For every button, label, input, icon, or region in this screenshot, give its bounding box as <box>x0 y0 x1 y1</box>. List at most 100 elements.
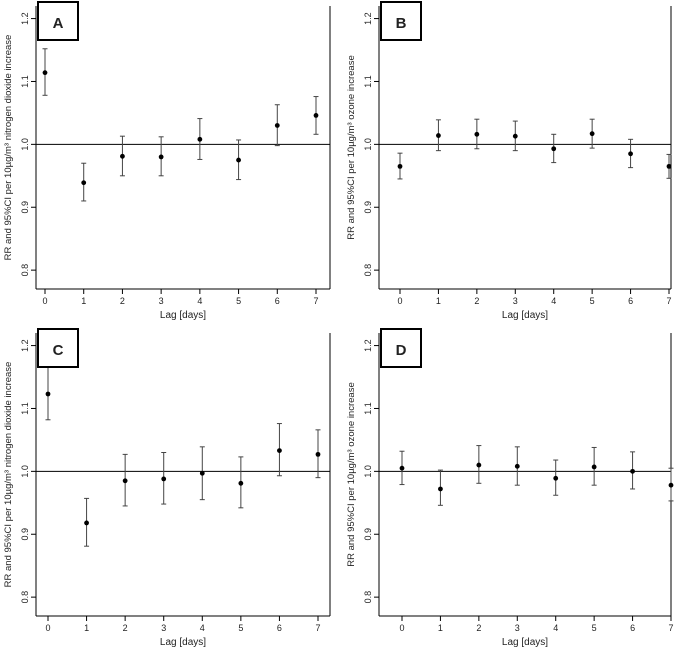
data-point <box>122 478 128 484</box>
data-point <box>591 464 597 470</box>
panel-d: 0.8 0.9 1.0 1.1 1.2 0 1 2 3 4 5 6 7 Lag [days] RR and … <box>343 327 685 654</box>
x-tick-label: 2 <box>476 623 481 633</box>
y-tick-label: 1.2 <box>363 12 373 25</box>
y-axis-title: RR and 95%CI per 10µg/m³ ozone increase <box>346 55 357 240</box>
y-tick-label: 0.8 <box>20 591 30 604</box>
x-tick-label: 3 <box>161 623 166 633</box>
x-tick-label: 3 <box>515 623 520 633</box>
chart-panel-c: 0.8 0.9 1.0 1.1 1.2 0 1 2 3 4 5 6 7 Lag [days] RR and … <box>3 328 331 648</box>
data-point <box>313 113 319 118</box>
y-tick-label: 0.9 <box>363 201 373 214</box>
x-tick-label: 2 <box>474 296 479 306</box>
data-point <box>161 476 167 482</box>
panel-c: 0.8 0.9 1.0 1.1 1.2 0 1 2 3 4 5 6 7 Lag [days] RR and … <box>0 327 343 654</box>
x-tick-label: 7 <box>315 623 320 633</box>
y-axis-title: RR and 95%CI per 10µg/m³ nitrogen dioxid… <box>3 362 14 588</box>
panel-label-box <box>380 1 422 41</box>
data-point <box>397 163 403 169</box>
data-point <box>199 470 205 476</box>
y-tick-label: 0.9 <box>20 528 30 541</box>
y-axis-title: RR and 95%CI per 10µg/m³ nitrogen dioxid… <box>3 35 14 261</box>
data-point <box>315 451 321 457</box>
y-tick-label: 1.1 <box>363 402 373 415</box>
y-tick-label: 1.0 <box>20 138 30 151</box>
panel-label-box <box>37 1 79 41</box>
y-tick-label: 1.2 <box>20 339 30 352</box>
x-tick-label: 4 <box>200 623 205 633</box>
data-point <box>84 520 89 526</box>
data-point <box>512 133 518 139</box>
x-tick-label: 7 <box>313 296 318 306</box>
x-tick-label: 5 <box>238 623 243 633</box>
y-tick-label: 0.8 <box>363 264 373 277</box>
panel-label-box <box>380 328 422 368</box>
x-axis-title: Lag [days] <box>160 637 206 648</box>
x-tick-label: 6 <box>277 623 282 633</box>
x-tick-label: 0 <box>42 296 47 306</box>
data-point <box>630 468 635 474</box>
x-tick-label: 2 <box>120 296 125 306</box>
y-tick-label: 1.1 <box>20 402 30 415</box>
x-tick-label: 4 <box>553 623 558 633</box>
data-point <box>120 153 125 159</box>
data-point <box>589 131 595 137</box>
x-tick-label: 0 <box>45 623 50 633</box>
x-tick-label: 6 <box>630 623 635 633</box>
data-point <box>474 131 480 137</box>
y-tick-label: 0.8 <box>363 591 373 604</box>
data-point <box>197 136 203 142</box>
y-tick-label: 0.9 <box>20 201 30 214</box>
data-point <box>158 154 164 160</box>
data-point <box>81 180 87 186</box>
panel-label: A <box>53 15 64 32</box>
x-axis-title: Lag [days] <box>160 310 206 321</box>
chart-panel-b: 0.8 0.9 1.0 1.1 1.2 0 1 2 3 4 5 6 7 Lag [days] RR and … <box>346 1 672 321</box>
x-tick-label: 4 <box>551 296 556 306</box>
data-point <box>274 123 280 128</box>
y-tick-label: 1.1 <box>363 75 373 88</box>
panel-a: 0.8 0.9 1.0 1.1 1.2 0 1 2 3 4 5 6 7 Lag [days] RR and … <box>0 0 343 327</box>
x-tick-label: 1 <box>84 623 89 633</box>
x-tick-label: 1 <box>81 296 86 306</box>
data-point <box>236 157 241 163</box>
y-tick-label: 1.0 <box>363 138 373 151</box>
data-point <box>628 151 633 157</box>
panel-label: C <box>53 342 64 359</box>
x-axis-title: Lag [days] <box>502 637 548 648</box>
data-point <box>666 163 672 169</box>
data-point <box>438 486 443 492</box>
data-point <box>668 482 674 488</box>
x-tick-label: 2 <box>123 623 128 633</box>
y-tick-label: 1.2 <box>20 12 30 25</box>
y-tick-label: 0.9 <box>363 528 373 541</box>
data-point <box>514 463 520 469</box>
x-tick-label: 4 <box>197 296 202 306</box>
data-point <box>551 146 557 152</box>
panel-b: 0.8 0.9 1.0 1.1 1.2 0 1 2 3 4 5 6 7 Lag [days] RR and … <box>343 0 685 327</box>
y-tick-label: 0.8 <box>20 264 30 277</box>
data-point <box>553 475 559 481</box>
x-tick-label: 1 <box>436 296 441 306</box>
x-tick-label: 6 <box>628 296 633 306</box>
x-tick-label: 0 <box>397 296 402 306</box>
data-point <box>436 133 441 138</box>
data-point <box>45 391 51 397</box>
data-point <box>42 70 48 76</box>
y-tick-label: 1.2 <box>363 339 373 352</box>
data-point <box>476 462 482 468</box>
x-tick-label: 5 <box>590 296 595 306</box>
chart-panel-d: 0.8 0.9 1.0 1.1 1.2 0 1 2 3 4 5 6 7 Lag [days] RR and … <box>346 328 674 648</box>
y-tick-label: 1.1 <box>20 75 30 88</box>
x-tick-label: 7 <box>666 296 671 306</box>
y-tick-label: 1.0 <box>363 465 373 478</box>
x-tick-label: 3 <box>513 296 518 306</box>
x-tick-label: 5 <box>592 623 597 633</box>
panel-label: D <box>396 342 407 359</box>
x-tick-label: 1 <box>438 623 443 633</box>
chart-panel-a: 0.8 0.9 1.0 1.1 1.2 0 1 2 3 4 5 6 7 Lag [days] RR and … <box>3 1 331 321</box>
x-tick-label: 7 <box>668 623 673 633</box>
x-tick-label: 5 <box>236 296 241 306</box>
x-axis-title: Lag [days] <box>502 310 548 321</box>
data-point <box>399 465 405 471</box>
panel-label: B <box>396 15 407 32</box>
